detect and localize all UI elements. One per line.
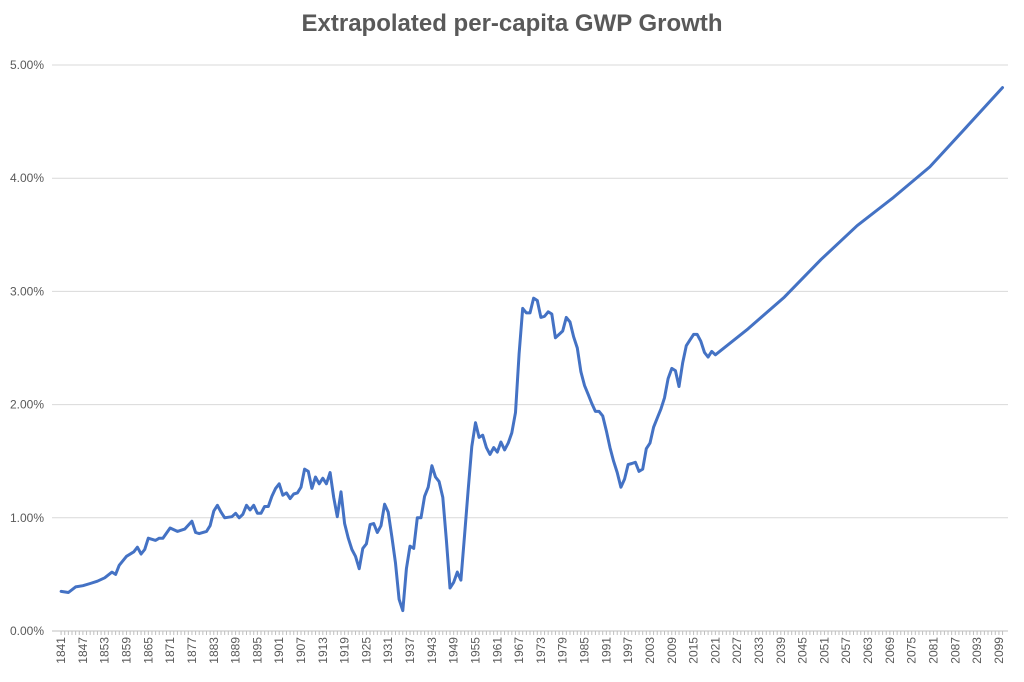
x-tick-label: 2093 bbox=[970, 637, 984, 664]
x-tick-label: 1961 bbox=[490, 637, 504, 664]
x-tick-label: 1973 bbox=[534, 637, 548, 664]
x-tick-label: 1985 bbox=[578, 637, 592, 664]
x-tick-label: 1841 bbox=[54, 637, 68, 664]
x-tick-label: 1979 bbox=[556, 637, 570, 664]
chart-title: Extrapolated per-capita GWP Growth bbox=[301, 10, 723, 37]
series-line bbox=[59, 86, 1004, 613]
x-tick-label: 1847 bbox=[76, 637, 90, 664]
x-tick-label: 1913 bbox=[316, 637, 330, 664]
x-tick-label: 1877 bbox=[185, 637, 199, 664]
x-tick-label: 2045 bbox=[796, 637, 810, 664]
y-tick-label: 5.00% bbox=[10, 58, 44, 72]
x-axis: 1841 1847 1853 1859 1865 1871 1877 1883 1889 1895… bbox=[54, 631, 1006, 664]
x-tick-label: 2051 bbox=[817, 637, 831, 664]
x-tick-label: 1949 bbox=[447, 637, 461, 664]
y-axis-ticks: 0.00% 1.00% 2.00% 3.00% 4.00% 5.00% bbox=[10, 58, 44, 638]
x-tick-label: 1991 bbox=[599, 637, 613, 664]
x-tick-label: 2087 bbox=[948, 637, 962, 664]
x-tick-label: 1895 bbox=[250, 637, 264, 664]
x-tick-label: 1937 bbox=[403, 637, 417, 664]
x-tick-label: 1919 bbox=[338, 637, 352, 664]
x-tick-label: 2069 bbox=[883, 637, 897, 664]
x-tick-label: 2039 bbox=[774, 637, 788, 664]
x-tick-label: 1901 bbox=[272, 637, 286, 664]
x-tick-label: 1883 bbox=[207, 637, 221, 664]
x-tick-label: 2057 bbox=[839, 637, 853, 664]
x-tick-label: 2009 bbox=[665, 637, 679, 664]
x-tick-label: 1865 bbox=[141, 637, 155, 664]
gridlines bbox=[52, 64, 1008, 632]
x-tick-label: 2033 bbox=[752, 637, 766, 664]
x-tick-label: 1943 bbox=[425, 637, 439, 664]
x-tick-label: 1925 bbox=[359, 637, 373, 664]
x-tick-label: 1871 bbox=[163, 637, 177, 664]
x-tick-label: 2003 bbox=[643, 637, 657, 664]
y-tick-label: 4.00% bbox=[10, 171, 44, 185]
x-tick-label: 1907 bbox=[294, 637, 308, 664]
x-tick-label: 1997 bbox=[621, 637, 635, 664]
x-tick-label: 1859 bbox=[120, 637, 134, 664]
series-layer bbox=[59, 86, 1004, 613]
x-tick-label: 1889 bbox=[229, 637, 243, 664]
x-tick-label: 1955 bbox=[468, 637, 482, 664]
y-tick-label: 1.00% bbox=[10, 511, 44, 525]
x-tick-label: 2075 bbox=[905, 637, 919, 664]
x-tick-label: 1853 bbox=[98, 637, 112, 664]
x-tick-label: 2081 bbox=[926, 637, 940, 664]
x-tick-label: 2015 bbox=[687, 637, 701, 664]
x-tick-label: 1931 bbox=[381, 637, 395, 664]
x-tick-label: 2021 bbox=[708, 637, 722, 664]
x-tick-label: 2027 bbox=[730, 637, 744, 664]
y-tick-label: 3.00% bbox=[10, 284, 44, 298]
y-tick-label: 0.00% bbox=[10, 624, 44, 638]
y-tick-label: 2.00% bbox=[10, 398, 44, 412]
x-tick-label: 2063 bbox=[861, 637, 875, 664]
x-tick-label: 1967 bbox=[512, 637, 526, 664]
x-tick-label: 2099 bbox=[992, 637, 1006, 664]
